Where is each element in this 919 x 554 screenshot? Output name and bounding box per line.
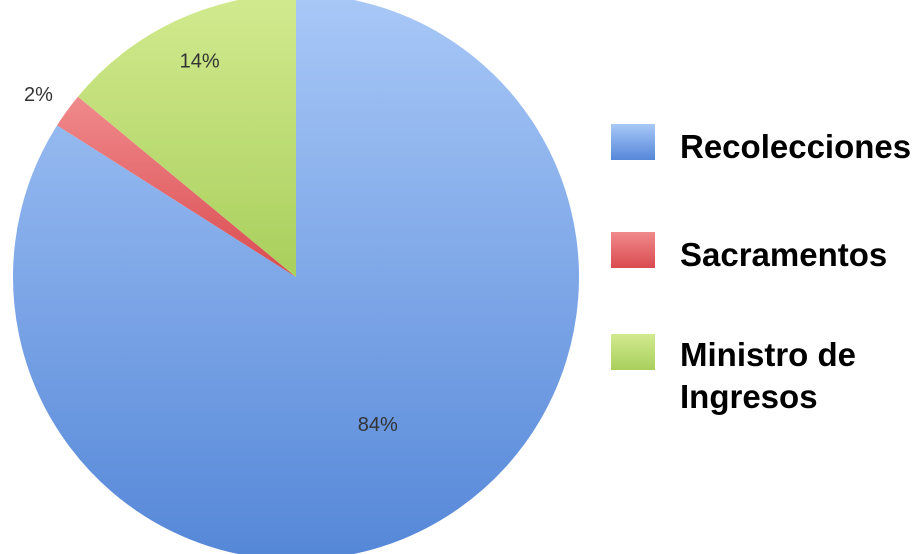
legend-swatch	[611, 334, 655, 370]
pie-slice-label: 84%	[358, 414, 398, 436]
legend-swatch	[611, 124, 655, 160]
pie-slice-recolecciones	[13, 0, 579, 554]
legend-swatch	[611, 232, 655, 268]
legend-label: Ingresos	[680, 378, 818, 415]
pie-slice-label: 14%	[180, 50, 220, 72]
pie-slice-ministro-de-ingresos	[77, 0, 296, 277]
pie-slice-sacramentos	[57, 96, 296, 277]
pie-slice-label: 2%	[24, 84, 53, 106]
legend-label: Ministro de	[680, 336, 856, 373]
legend-label: Sacramentos	[680, 236, 887, 273]
legend: Recolecciones Sacramentos Ministro de Ingre…	[611, 124, 911, 415]
pie-slice-labels: 84% 2% 14%	[24, 50, 398, 436]
pie-slices	[13, 0, 579, 554]
legend-label: Recolecciones	[680, 128, 911, 165]
